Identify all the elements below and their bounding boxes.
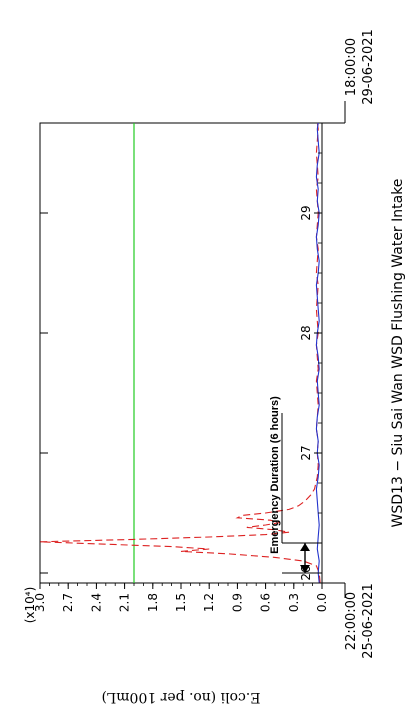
y-tick-label: 0.3 [287, 593, 301, 612]
end-date-label: 29-06-2021 [361, 29, 376, 105]
series-line-2 [315, 122, 320, 583]
y-tick-label: 3.0 [33, 593, 47, 612]
emergency-label: Emergency Duration (6 hours) [269, 396, 281, 554]
x-tick-label: 27 [299, 445, 313, 460]
y-tick-label: 1.2 [202, 593, 216, 612]
x-tick-label: 29 [299, 205, 313, 220]
end-time-label: 18:00:00 [344, 38, 359, 96]
x-tick-label: 28 [299, 325, 313, 340]
y-axis: 0.0 0.3 0.6 0.9 1.2 1.5 1.8 2.1 2.4 2.7 3.0 [33, 583, 329, 612]
y-axis-label: E.coli (no. per 100mL) [101, 689, 260, 705]
emergency-arrow-right [300, 543, 310, 552]
series-layer [39, 122, 321, 583]
start-time-label: 22:00:00 [344, 592, 359, 650]
y-tick-label: 0.6 [259, 593, 273, 612]
y-tick-label: 0.0 [315, 593, 329, 612]
y-tick-label: 1.5 [174, 593, 188, 612]
y-tick-label: 2.7 [61, 593, 75, 612]
y-tick-label: 2.1 [118, 593, 132, 612]
y-axis-unit: (x10⁴) [23, 587, 37, 624]
chart-title: WSD13 − Siu Sai Wan WSD Flushing Water I… [390, 179, 406, 528]
y-tick-label: 1.8 [146, 593, 160, 612]
x-axis: 26272829 [40, 152, 322, 581]
y-tick-label: 2.4 [89, 593, 103, 612]
y-tick-label: 0.9 [230, 593, 244, 612]
series-line-1 [39, 122, 321, 583]
emergency-arrow-left [300, 565, 310, 574]
emergency-annotation: Emergency Duration (6 hours) [269, 396, 322, 574]
start-date-label: 25-06-2021 [361, 583, 376, 659]
rotated-chart-group: 0.00.30.60.91.21.51.82.12.42.73.0 262728… [23, 29, 406, 705]
